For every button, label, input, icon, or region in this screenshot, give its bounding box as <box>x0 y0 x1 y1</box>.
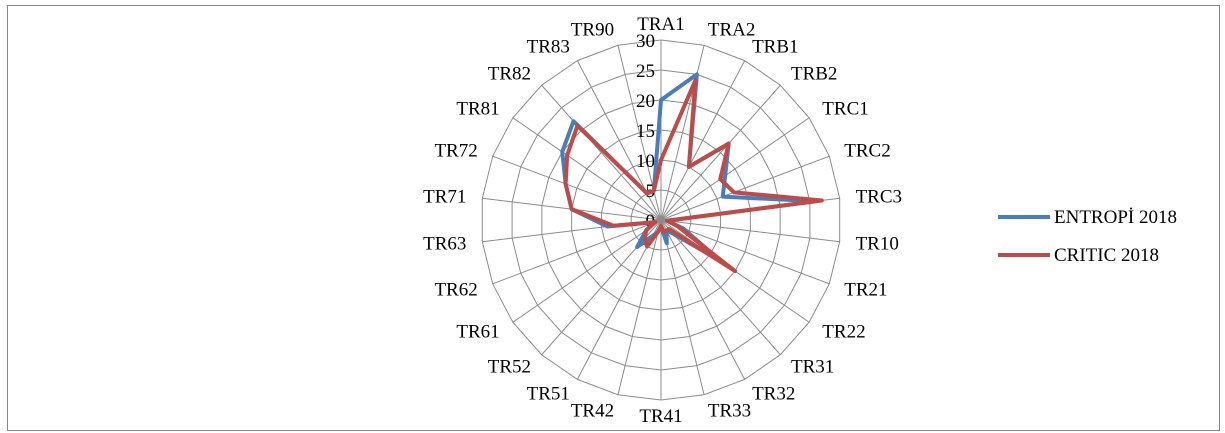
category-label: TR52 <box>488 357 531 378</box>
category-label: TR41 <box>639 406 682 427</box>
category-label: TR32 <box>752 384 795 405</box>
series-line-1 <box>563 78 824 274</box>
category-label: TRC2 <box>844 140 890 161</box>
category-label: TR90 <box>571 20 614 41</box>
spoke-TR33 <box>660 219 705 395</box>
category-label: TRC1 <box>822 99 868 120</box>
spoke-TRA2 <box>660 45 705 221</box>
category-label: TR33 <box>708 400 751 421</box>
category-label: TRB1 <box>752 36 798 57</box>
legend-label: CRITIC 2018 <box>1054 245 1159 266</box>
spoke-TRC1 <box>660 117 810 221</box>
series-lines <box>560 72 824 274</box>
tick-label: 10 <box>636 151 655 172</box>
spoke-TRB2 <box>660 84 781 221</box>
spoke-TR21 <box>660 219 830 285</box>
category-label: TR61 <box>456 321 499 342</box>
category-label: TR21 <box>844 280 887 301</box>
tick-label: 25 <box>636 61 655 82</box>
spoke-TR72 <box>492 155 662 221</box>
spoke-TR42 <box>617 219 662 395</box>
category-label: TR72 <box>434 140 477 161</box>
spoke-TR62 <box>492 219 662 285</box>
category-label: TR22 <box>822 321 865 342</box>
category-label: TR81 <box>456 99 499 120</box>
tick-label: 30 <box>636 31 655 52</box>
tick-label: 20 <box>636 91 655 112</box>
category-label: TR10 <box>856 234 899 255</box>
category-label: TRA1 <box>637 14 685 35</box>
category-label: TRB2 <box>791 63 837 84</box>
category-label: TRC3 <box>856 186 902 207</box>
legend-label: ENTROPİ 2018 <box>1054 207 1177 228</box>
category-label: TR71 <box>423 186 466 207</box>
spoke-TRB1 <box>660 60 746 221</box>
legend-item: ENTROPİ 2018 <box>998 207 1177 228</box>
category-label: TR63 <box>423 234 466 255</box>
spoke-TR10 <box>660 219 840 243</box>
category-label: TR31 <box>791 357 834 378</box>
radar-grid <box>481 39 841 401</box>
category-label: TR62 <box>434 280 477 301</box>
spoke-TR31 <box>660 219 781 356</box>
spoke-TRC2 <box>660 155 830 221</box>
category-label: TR51 <box>527 384 570 405</box>
category-label: TRA2 <box>708 20 756 41</box>
category-label: TR42 <box>571 400 614 421</box>
spoke-TR61 <box>512 219 662 323</box>
legend: ENTROPİ 2018 CRITIC 2018 <box>998 207 1177 266</box>
spoke-TR82 <box>541 84 662 221</box>
legend-item: CRITIC 2018 <box>998 245 1159 266</box>
spoke-TR32 <box>660 219 746 380</box>
spoke-TR81 <box>512 117 662 221</box>
tick-label: 15 <box>636 121 655 142</box>
category-label: TR82 <box>488 63 531 84</box>
category-label: TR83 <box>527 36 570 57</box>
